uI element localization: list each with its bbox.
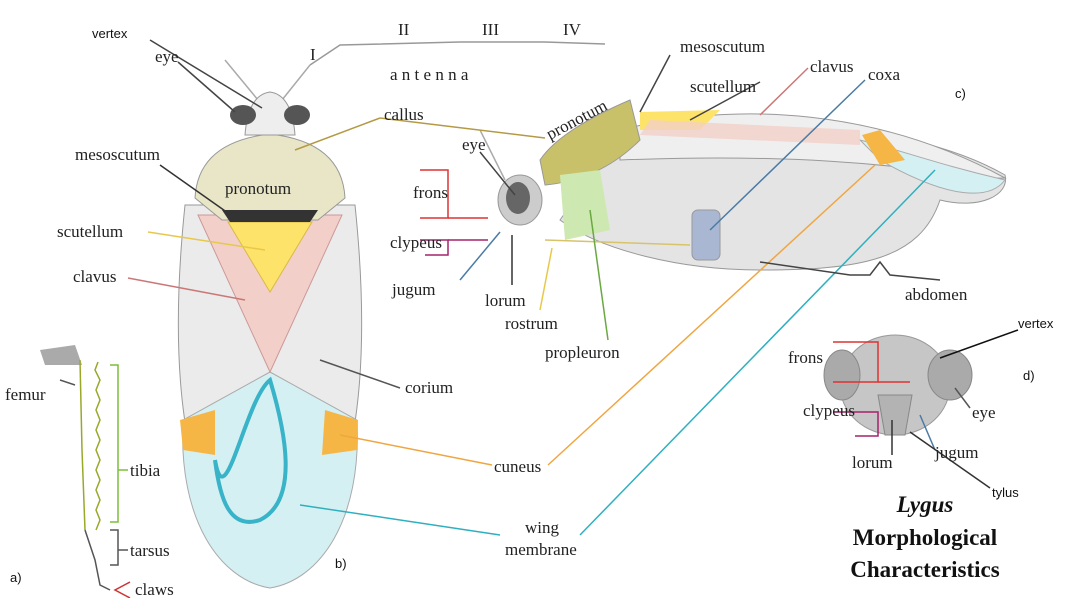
label: tibia bbox=[130, 461, 161, 480]
label: cuneus bbox=[494, 457, 541, 476]
label: scutellum bbox=[57, 222, 123, 241]
label: clypeus bbox=[803, 401, 855, 420]
lateral-bug bbox=[479, 99, 1007, 271]
label: vertex bbox=[92, 26, 128, 41]
label: lorum bbox=[485, 291, 526, 310]
label: frons bbox=[413, 183, 448, 202]
label: eye bbox=[972, 403, 996, 422]
label: coxa bbox=[868, 65, 901, 84]
label: eye bbox=[155, 47, 179, 66]
label: femur bbox=[5, 385, 46, 404]
antenna-segment: II bbox=[398, 20, 410, 39]
label: rostrum bbox=[505, 314, 558, 333]
label: abdomen bbox=[905, 285, 968, 304]
antenna-segment: IV bbox=[563, 20, 582, 39]
title-line: Morphological bbox=[853, 525, 997, 550]
labels: vertex eye I II III IV a n t e n n a cal… bbox=[5, 20, 1054, 598]
label: pronotum bbox=[225, 179, 291, 198]
antenna-segment: I bbox=[310, 45, 316, 64]
antenna-segment: III bbox=[482, 20, 499, 39]
label: tarsus bbox=[130, 541, 170, 560]
label: frons bbox=[788, 348, 823, 367]
panel-label: d) bbox=[1023, 368, 1035, 383]
label: lorum bbox=[852, 453, 893, 472]
label: corium bbox=[405, 378, 453, 397]
panel-label: b) bbox=[335, 556, 347, 571]
label: clavus bbox=[810, 57, 853, 76]
label: scutellum bbox=[690, 77, 756, 96]
panel-label: a) bbox=[10, 570, 22, 585]
label: clypeus bbox=[390, 233, 442, 252]
label: membrane bbox=[505, 540, 577, 559]
label: a n t e n n a bbox=[390, 65, 469, 84]
head-front bbox=[823, 334, 973, 436]
label: clavus bbox=[73, 267, 116, 286]
panel-label: c) bbox=[955, 86, 966, 101]
title-genus: Lygus bbox=[896, 492, 954, 517]
label: tylus bbox=[992, 485, 1019, 500]
label: claws bbox=[135, 580, 174, 598]
dorsal-bug bbox=[177, 41, 606, 589]
leg bbox=[40, 345, 111, 591]
label: jugum bbox=[934, 443, 978, 462]
label: vertex bbox=[1018, 316, 1054, 331]
label: mesoscutum bbox=[680, 37, 765, 56]
title-line: Characteristics bbox=[850, 557, 999, 582]
label: callus bbox=[384, 105, 424, 124]
label: mesoscutum bbox=[75, 145, 160, 164]
leader-lines bbox=[59, 39, 1019, 598]
label: eye bbox=[462, 135, 486, 154]
label: propleuron bbox=[545, 343, 620, 362]
label: wing bbox=[525, 518, 560, 537]
label: jugum bbox=[391, 280, 435, 299]
